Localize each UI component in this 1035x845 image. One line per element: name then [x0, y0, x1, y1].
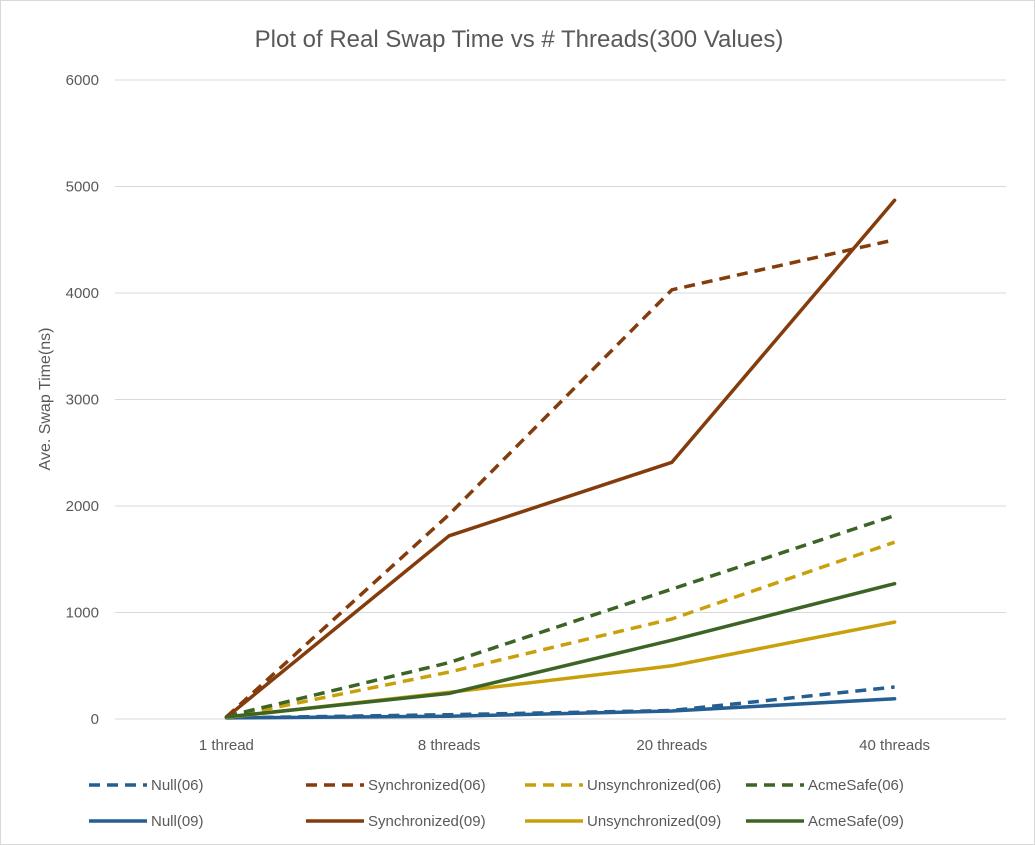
legend: Null(06) Synchronized(06) Unsynchronized(0…	[89, 777, 904, 830]
x-tick-label: 20 threads	[636, 737, 707, 754]
x-tick-label: 8 threads	[418, 737, 481, 754]
y-tick-label: 6000	[66, 72, 99, 89]
legend-label: Synchronized(06)	[368, 777, 486, 794]
legend-label: Unsynchronized(09)	[587, 813, 721, 830]
chart-title: Plot of Real Swap Time vs # Threads(300 …	[255, 26, 784, 53]
legend-label: Null(09)	[151, 813, 204, 830]
x-tick-label: 1 thread	[199, 737, 254, 754]
y-tick-label: 3000	[66, 392, 99, 409]
legend-label: Null(06)	[151, 777, 204, 794]
series-line-unsynchronized-06	[226, 540, 896, 720]
y-tick-label: 4000	[66, 285, 99, 302]
y-tick-label: 1000	[66, 605, 99, 622]
y-axis-title: Ave. Swap Time(ns)	[37, 328, 54, 471]
series-lines	[224, 198, 897, 720]
y-axis-tick-labels: 0 1000 2000 3000 4000 5000 6000	[66, 72, 99, 728]
legend-label: Unsynchronized(06)	[587, 777, 721, 794]
series-line-synchronized-06	[225, 238, 895, 719]
x-tick-label: 40 threads	[859, 737, 930, 754]
y-tick-label: 0	[91, 711, 99, 728]
y-tick-label: 5000	[66, 179, 99, 196]
y-tick-label: 2000	[66, 498, 99, 515]
series-line-synchronized-09	[224, 198, 897, 720]
legend-label: Synchronized(09)	[368, 813, 486, 830]
legend-label: AcmeSafe(09)	[808, 813, 904, 830]
series-line-acmesafe-06	[225, 513, 896, 719]
legend-label: AcmeSafe(06)	[808, 777, 904, 794]
gridlines	[115, 79, 1006, 720]
x-axis-tick-labels: 1 thread 8 threads 20 threads 40 threads	[199, 737, 930, 754]
series-line-acmesafe-09	[224, 581, 897, 719]
series-line-null-09	[224, 697, 897, 720]
